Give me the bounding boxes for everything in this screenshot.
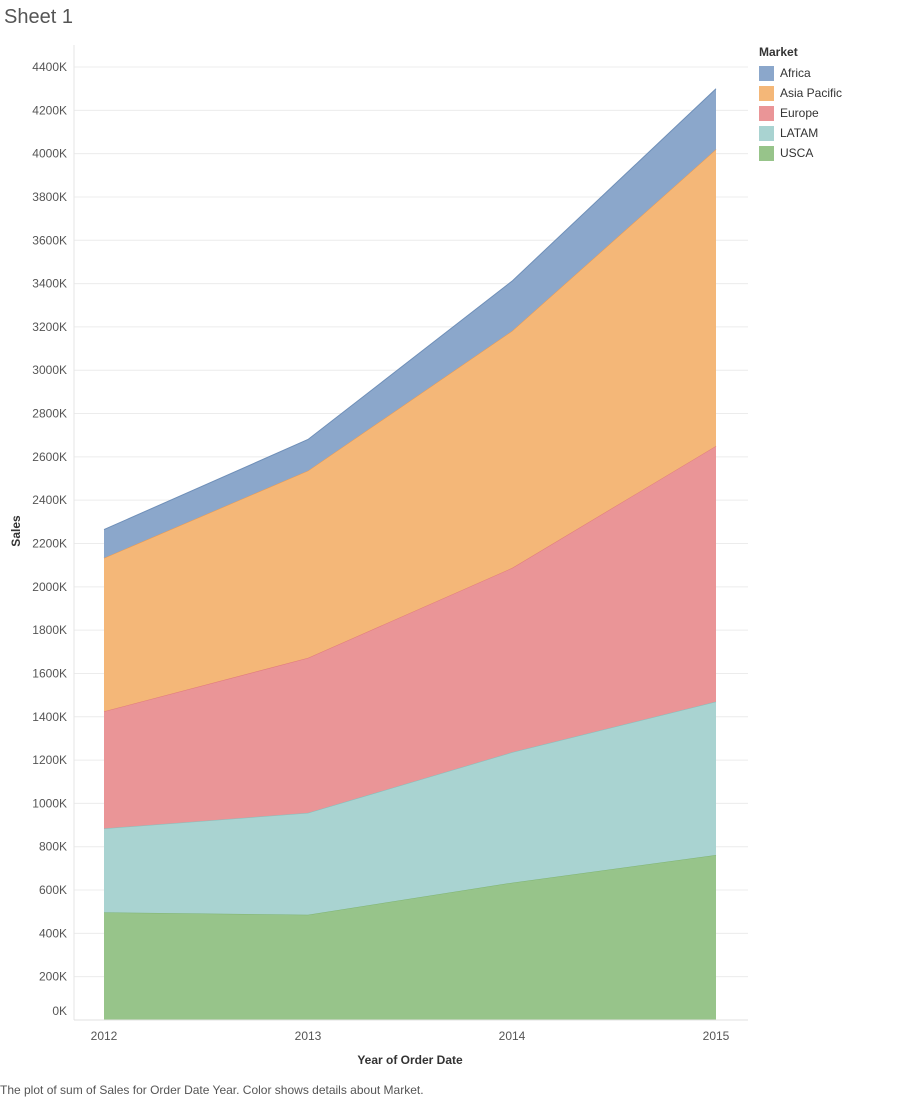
legend-item-latam[interactable]: LATAM [759, 123, 842, 143]
y-tick-label: 2600K [32, 450, 67, 464]
x-tick-label: 2015 [703, 1029, 730, 1043]
y-tick-label: 3600K [32, 233, 67, 247]
legend-swatch [759, 125, 774, 141]
area-asia-pacific[interactable] [104, 149, 716, 712]
y-tick-label: 800K [39, 840, 67, 854]
legend-label: Africa [780, 66, 811, 80]
legend-item-asia-pacific[interactable]: Asia Pacific [759, 83, 842, 103]
y-tick-label: 3200K [32, 320, 67, 334]
y-tick-label: 600K [39, 883, 67, 897]
caption: The plot of sum of Sales for Order Date … [0, 1083, 424, 1097]
legend-title: Market [759, 45, 798, 59]
y-tick-label: 3400K [32, 277, 67, 291]
area-usca[interactable] [104, 855, 716, 1020]
legend-item-usca[interactable]: USCA [759, 143, 842, 163]
legend-label: Europe [780, 106, 819, 120]
legend-label: LATAM [780, 126, 819, 140]
y-tick-label: 2200K [32, 537, 67, 551]
legend-label: Asia Pacific [780, 86, 843, 100]
legend-swatch [759, 65, 774, 81]
x-tick-label: 2012 [91, 1029, 118, 1043]
area-africa[interactable] [104, 88, 716, 558]
legend-item-africa[interactable]: Africa [759, 63, 842, 83]
y-tick-label: 3800K [32, 190, 67, 204]
legend-swatch [759, 105, 774, 121]
area-latam[interactable] [104, 701, 716, 915]
x-axis: 2012 2013 2014 2015 [74, 1019, 748, 1043]
y-tick-label: 1800K [32, 623, 67, 637]
y-tick-label: 3000K [32, 363, 67, 377]
y-tick-label: 1400K [32, 710, 67, 724]
legend: Market Africa Asia Pacific Europe LATAM USCA [759, 45, 842, 163]
y-axis: 0K 200K 400K 600K 800K 1000K 1200K 1400K 1600K 18… [32, 45, 75, 1020]
y-tick-label: 1600K [32, 666, 67, 680]
y-tick-label: 2000K [32, 580, 67, 594]
legend-label: USCA [780, 146, 814, 160]
legend-item-europe[interactable]: Europe [759, 103, 842, 123]
y-tick-label: 1200K [32, 753, 67, 767]
y-tick-label: 200K [39, 970, 67, 984]
y-tick-label: 4400K [32, 60, 67, 74]
y-axis-label: Sales [9, 515, 23, 547]
y-tick-label: 2400K [32, 493, 67, 507]
y-tick-label: 0K [52, 1004, 67, 1018]
area-series [103, 88, 717, 1020]
y-tick-label: 4000K [32, 147, 67, 161]
area-edge-africa [103, 88, 717, 531]
y-tick-label: 1000K [32, 796, 67, 810]
y-tick-label: 400K [39, 926, 67, 940]
legend-swatch [759, 145, 774, 161]
sheet-title: Sheet 1 [4, 6, 73, 28]
legend-swatch [759, 85, 774, 101]
y-tick-label: 2800K [32, 407, 67, 421]
y-tick-label: 4200K [32, 103, 67, 117]
x-axis-label: Year of Order Date [357, 1053, 463, 1067]
x-tick-label: 2013 [295, 1029, 322, 1043]
x-tick-label: 2014 [499, 1029, 526, 1043]
area-europe[interactable] [104, 446, 716, 829]
